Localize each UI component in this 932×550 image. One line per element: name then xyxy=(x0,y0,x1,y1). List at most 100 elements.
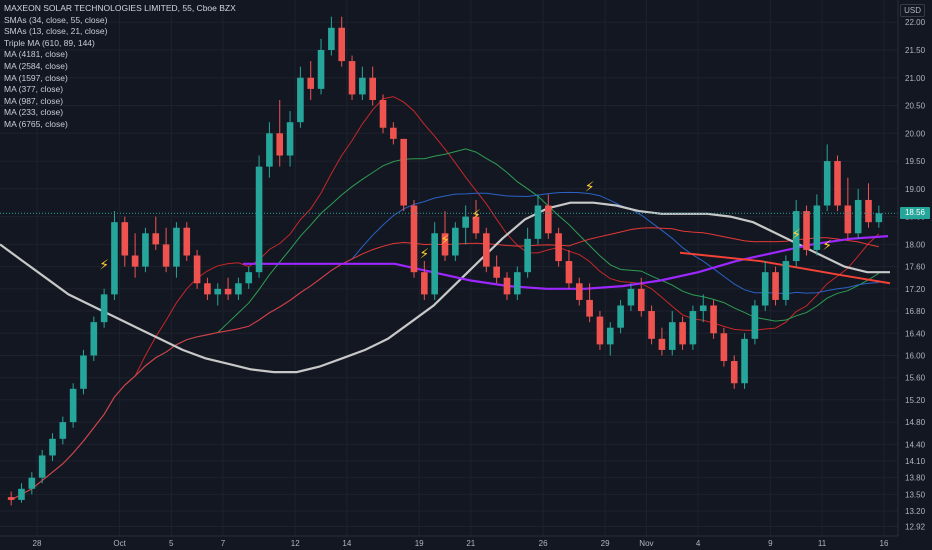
candle-body xyxy=(834,161,841,206)
indicator-label[interactable]: MA (2584, close) xyxy=(4,60,68,71)
candle-body xyxy=(441,233,449,256)
candle-body xyxy=(761,272,769,306)
candle-body xyxy=(544,205,552,234)
price-tick-label: 15.60 xyxy=(905,374,926,383)
time-tick-label: 28 xyxy=(33,539,42,548)
candle-body xyxy=(317,49,325,89)
candle-body xyxy=(844,205,852,234)
candle-body xyxy=(524,238,531,273)
candle-body xyxy=(782,261,790,300)
candle-body xyxy=(193,255,201,284)
candle-body xyxy=(276,133,284,156)
candle-body xyxy=(679,322,686,345)
ma-line-purple xyxy=(243,235,889,290)
candle-body xyxy=(606,327,614,345)
lightning-icon: ⚡ xyxy=(440,232,450,248)
candle-body xyxy=(410,205,418,273)
lightning-icon: ⚡ xyxy=(419,246,429,262)
candle-body xyxy=(266,133,273,167)
candle-body xyxy=(803,211,810,250)
price-tick-label: 14.80 xyxy=(905,418,926,427)
indicator-label[interactable]: MA (6765, close) xyxy=(4,118,68,129)
time-tick-label: 12 xyxy=(291,539,300,548)
time-axis[interactable]: 28 Oct 5 7 12 14 19 21 26 29 Nov 4 9 11 16 xyxy=(33,539,889,548)
indicator-label[interactable]: SMAs (13, close, 21, close) xyxy=(4,26,108,37)
candle-body xyxy=(689,311,697,345)
price-tick-label: 19.50 xyxy=(905,157,926,166)
price-tick-label: 12.92 xyxy=(905,523,926,532)
candle-body xyxy=(173,227,180,267)
candle-body xyxy=(668,322,676,350)
candle-body xyxy=(565,261,573,284)
candle-body xyxy=(421,272,428,295)
indicator-label[interactable]: MA (233, close) xyxy=(4,107,64,118)
candle-body xyxy=(617,305,624,328)
lightning-icon: ⚡ xyxy=(791,227,801,243)
indicator-label[interactable]: MA (1597, close) xyxy=(4,72,68,83)
candle-body xyxy=(359,77,366,95)
indicator-label[interactable]: Triple MA (610, 89, 144) xyxy=(4,37,95,48)
candle-body xyxy=(472,216,480,234)
candle-body xyxy=(493,266,500,278)
price-tick-label: 21.00 xyxy=(905,74,926,83)
candle-body xyxy=(875,213,883,223)
time-tick-label: 21 xyxy=(466,539,475,548)
time-tick-label: 11 xyxy=(818,539,827,548)
candle-body xyxy=(204,283,211,295)
candle-body xyxy=(224,288,232,295)
ma-line-orange xyxy=(679,251,891,285)
candle-body xyxy=(80,355,87,389)
candle-body xyxy=(514,272,521,295)
candle-body xyxy=(142,233,149,267)
candle-body xyxy=(162,244,170,267)
indicator-label[interactable]: MA (4181, close) xyxy=(4,49,68,60)
candle-body xyxy=(637,288,645,312)
time-tick-label: 9 xyxy=(768,539,773,548)
candle-body xyxy=(7,497,15,500)
candle-body xyxy=(214,288,222,295)
candle-body xyxy=(720,333,728,362)
price-tick-label: 17.60 xyxy=(905,263,926,272)
lightning-icon: ⚡ xyxy=(471,207,481,223)
chart-title: MAXEON SOLAR TECHNOLOGIES LIMITED, 55, C… xyxy=(4,3,236,13)
indicator-label[interactable]: MA (377, close) xyxy=(4,84,64,95)
candle-body xyxy=(699,305,707,312)
chart-legend: MAXEON SOLAR TECHNOLOGIES LIMITED, 55, C… xyxy=(4,3,236,131)
candle-body xyxy=(596,316,604,345)
price-tick-label: 19.00 xyxy=(905,185,926,194)
time-tick-label: 29 xyxy=(601,539,610,548)
price-tick-label: 21.50 xyxy=(905,46,926,55)
indicator-label[interactable]: MA (987, close) xyxy=(4,95,64,106)
candle-body xyxy=(379,99,387,128)
time-tick-label: 26 xyxy=(539,539,548,548)
candle-body xyxy=(648,311,655,339)
candle-body xyxy=(658,338,666,350)
candle-body xyxy=(503,277,511,295)
price-tick-label: 13.50 xyxy=(905,490,926,499)
candle-body xyxy=(730,361,738,384)
price-tick-label: 16.00 xyxy=(905,351,926,360)
candle-body xyxy=(813,205,821,250)
currency-label[interactable]: USD xyxy=(900,4,925,17)
candle-body xyxy=(823,161,831,206)
candle-body xyxy=(586,299,593,317)
candle-body xyxy=(534,205,542,239)
candle-body xyxy=(69,388,77,423)
price-tick-label: 18.00 xyxy=(905,240,926,249)
candlestick-series xyxy=(7,16,883,506)
price-axis[interactable]: 22.0021.5021.0020.5020.0019.5019.0018.50… xyxy=(905,18,926,531)
candle-body xyxy=(452,227,459,256)
candle-body xyxy=(865,199,872,223)
indicator-label[interactable]: SMAs (34, close, 55, close) xyxy=(4,14,108,25)
candle-body xyxy=(245,272,253,284)
price-tick-label: 17.20 xyxy=(905,285,926,294)
time-axis-background xyxy=(0,536,932,550)
candle-body xyxy=(307,77,315,89)
candle-body xyxy=(297,77,304,123)
candle-body xyxy=(131,255,139,267)
price-tick-label: 20.00 xyxy=(905,129,926,138)
candle-body xyxy=(338,27,346,62)
time-tick-label: Nov xyxy=(639,539,653,548)
candle-body xyxy=(575,283,583,300)
